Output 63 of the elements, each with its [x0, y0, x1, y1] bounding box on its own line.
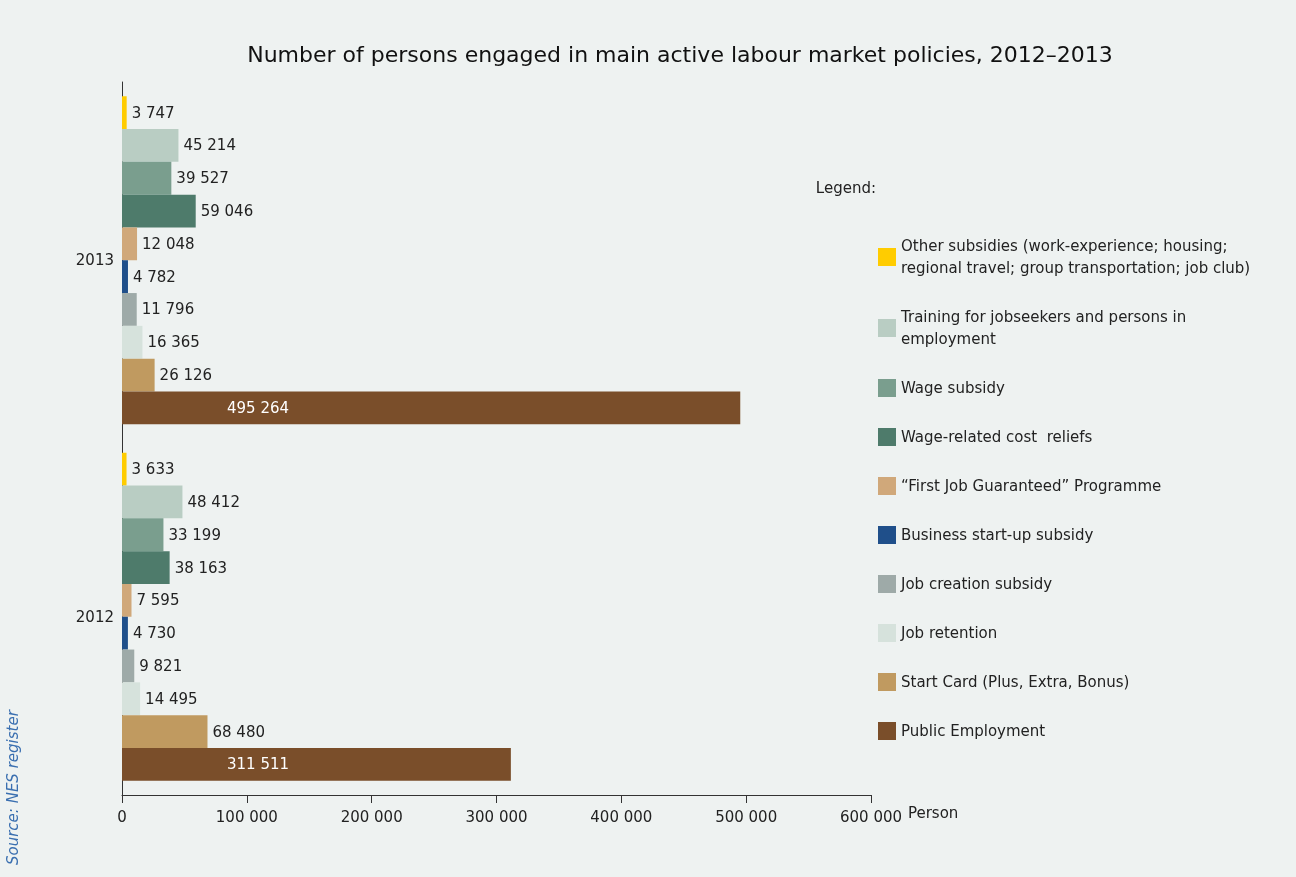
- bar: [122, 583, 132, 617]
- bar: [122, 325, 143, 359]
- bar: [122, 194, 196, 228]
- bar: [122, 358, 155, 392]
- data-label: 3 747: [131, 103, 175, 122]
- x-tick-label: 100 000: [215, 807, 278, 826]
- chart-title: Number of persons engaged in main active labour market policies, 2012–2013: [247, 41, 1113, 67]
- data-label: 12 048: [142, 234, 195, 253]
- bar: [122, 747, 511, 781]
- data-label: 7 595: [136, 591, 180, 610]
- legend-label: Wage-related cost reliefs: [901, 428, 1093, 446]
- x-tick-label: 0: [117, 807, 127, 826]
- data-label: 14 495: [145, 689, 198, 708]
- x-tick-label: 600 000: [839, 807, 903, 826]
- data-label: 495 264: [227, 398, 290, 417]
- bar: [122, 715, 208, 748]
- legend-label: Public Employment: [901, 722, 1046, 740]
- legend-label: Other subsidies (work-experience; housing; regional travel; group transportation; job club): [901, 237, 1251, 277]
- bar: [122, 260, 128, 294]
- data-label: 26 126: [159, 366, 213, 385]
- legend-label: Training for jobseekers and persons in employment: [900, 308, 1192, 348]
- bar: [122, 161, 172, 195]
- data-label: 16 365: [147, 333, 200, 352]
- data-label: 11 796: [141, 300, 195, 319]
- data-label: 33 199: [168, 525, 221, 544]
- data-label: 311 511: [227, 755, 290, 774]
- source-note: Source: NES register: [3, 709, 22, 865]
- legend-title: Legend:: [815, 178, 876, 197]
- data-label: 38 163: [174, 558, 228, 577]
- data-label: 59 046: [200, 202, 254, 221]
- x-tick-label: 300 000: [465, 807, 528, 826]
- data-label: 68 480: [212, 722, 265, 741]
- y-tick-label: 2013: [75, 251, 114, 270]
- legend-label: Start Card (Plus, Extra, Bonus): [901, 673, 1130, 691]
- legend-label: Business start-up subsidy: [901, 526, 1094, 544]
- bar: [122, 391, 741, 425]
- data-label: 48 412: [187, 492, 240, 511]
- bar: [122, 518, 164, 552]
- y-tick-label: 2012: [75, 607, 114, 626]
- x-tick-label: 500 000: [715, 807, 778, 826]
- bar: [122, 485, 183, 519]
- data-label: 4 782: [132, 267, 176, 286]
- bar: [122, 682, 141, 716]
- bar: [122, 96, 127, 130]
- data-label: 9 821: [139, 656, 183, 675]
- bar: [122, 551, 170, 584]
- legend-label: Wage subsidy: [901, 379, 1005, 397]
- data-label: 45 214: [183, 136, 236, 155]
- bar: [122, 616, 128, 650]
- bar: [122, 129, 179, 162]
- legend-label: “First Job Guaranteed” Programme: [901, 477, 1162, 495]
- bar: [122, 293, 137, 326]
- data-label: 3 633: [131, 460, 175, 479]
- data-label: 4 730: [132, 624, 176, 643]
- x-tick-label: 200 000: [340, 807, 403, 826]
- x-axis-title: Person: [907, 803, 959, 822]
- bar: [122, 452, 127, 486]
- legend-label: Job retention: [900, 624, 998, 642]
- bar: [122, 649, 135, 683]
- x-tick-label: 400 000: [590, 807, 653, 826]
- data-label: 39 527: [176, 169, 229, 188]
- bar: [122, 227, 138, 261]
- legend-label: Job creation subsidy: [900, 575, 1053, 593]
